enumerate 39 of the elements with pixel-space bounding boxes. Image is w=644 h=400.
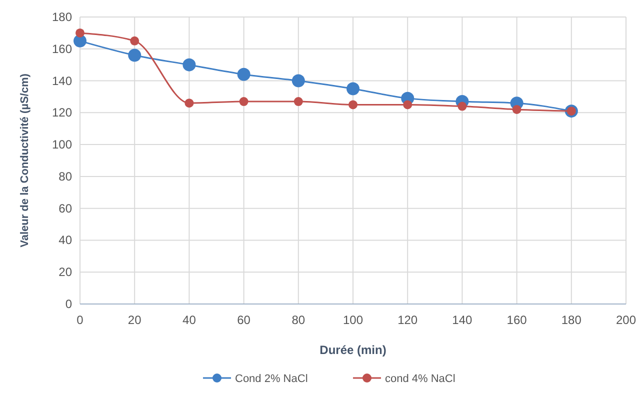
point [130, 36, 140, 46]
x-tick-label: 60 [237, 313, 251, 327]
y-tick-label: 60 [58, 201, 72, 216]
x-tick-label: 120 [398, 313, 418, 327]
point [239, 97, 248, 106]
point [458, 102, 467, 111]
point [184, 98, 194, 108]
legend-label: Cond 2% NaCl [235, 373, 308, 385]
point [294, 97, 303, 106]
y-tick-label: 120 [52, 106, 72, 120]
point [182, 58, 196, 72]
y-axis-title: Valeur de la Conductivité (µS/cm) [19, 73, 31, 248]
y-tick-label: 20 [58, 265, 72, 280]
y-tick-label: 40 [58, 233, 72, 248]
point [512, 104, 522, 114]
x-tick-label: 100 [342, 313, 364, 327]
x-tick-label: 20 [128, 313, 142, 327]
x-tick-label: 0 [76, 313, 84, 327]
legend-label: cond 4% NaCl [385, 373, 456, 385]
y-tick-label: 100 [52, 138, 72, 152]
y-tick-label: 180 [52, 10, 72, 24]
y-tick-label: 0 [65, 297, 72, 311]
point [237, 68, 250, 81]
point [128, 48, 142, 62]
point [403, 100, 412, 110]
y-tick-label: 160 [52, 42, 72, 56]
y-tick-label: 80 [58, 169, 72, 184]
x-tick-label: 140 [452, 313, 473, 327]
y-tick-label: 140 [52, 74, 72, 88]
x-axis-title: Durée (min) [320, 343, 386, 357]
x-tick-label: 80 [292, 313, 306, 327]
point [76, 28, 84, 38]
point [346, 82, 360, 96]
x-tick-label: 160 [506, 313, 528, 327]
x-tick-label: 40 [182, 313, 196, 327]
x-tick-label: 180 [561, 313, 582, 327]
point [348, 100, 358, 110]
point [292, 74, 305, 88]
x-tick-label: 200 [616, 313, 636, 327]
